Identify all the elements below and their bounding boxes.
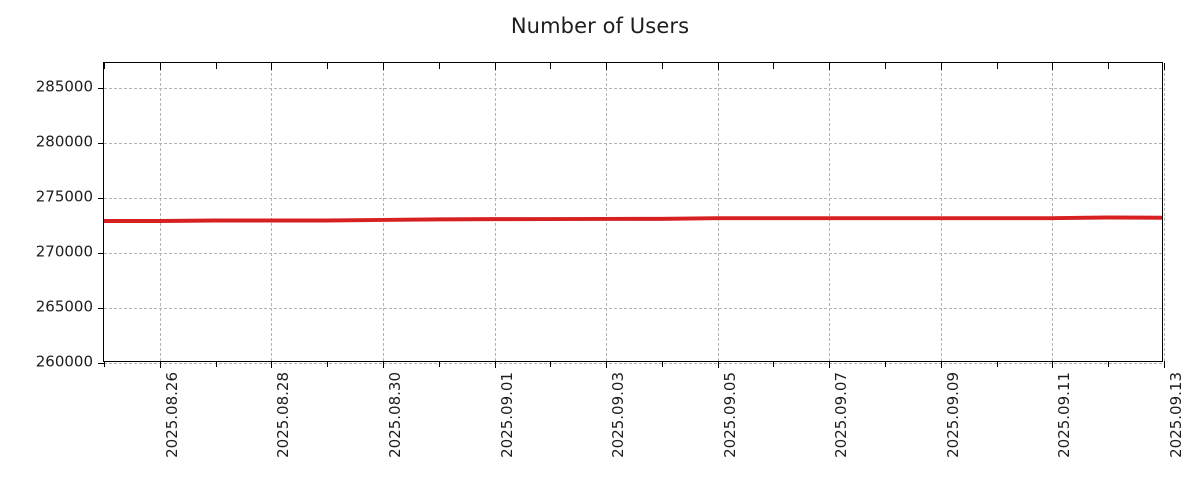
x-axis-tick-label: 2025.08.30 [385,372,404,458]
y-axis-tick [98,252,104,254]
x-axis-tick-major [717,361,719,368]
gridline-vertical [1164,63,1165,361]
x-axis-tick-minor [773,361,775,367]
gridline-vertical [606,63,608,361]
x-axis-tick-top [940,63,942,70]
gridline-vertical [717,63,719,361]
x-axis-tick-major [829,361,831,368]
y-axis-tick [98,142,104,144]
series-line-number-of-users [104,215,1163,224]
x-axis-tick-top [550,63,552,69]
x-axis-tick-major [1052,361,1054,368]
y-axis-tick-labels: 260000 265000 270000 275000 280000 285000 [0,62,1200,369]
x-axis-tick-top [159,63,161,70]
x-axis-tick-label: 2025.09.03 [609,372,628,458]
x-axis-tick-label: 2025.09.13 [1167,372,1185,458]
y-axis-tick [98,197,104,199]
x-axis-tick-top [104,63,105,69]
y-axis-tick-label: 265000 [35,297,93,316]
gridline-horizontal [104,142,1162,144]
x-axis-tick-top [1108,63,1110,69]
x-axis-tick-top [1164,63,1165,70]
x-axis-tick-label: 2025.08.26 [162,372,181,458]
plot-area [98,62,1165,368]
x-axis-tick-major [382,361,384,368]
x-axis-tick-top [1052,63,1054,70]
gridline-vertical [1052,63,1054,361]
gridline-vertical [940,63,942,361]
gridline-vertical [829,63,831,361]
gridline-horizontal [104,197,1162,199]
x-axis-tick-top [661,63,663,69]
gridline-vertical [494,63,496,361]
x-axis-tick-major [940,361,942,368]
x-axis-tick-label: 2025.09.07 [832,372,851,458]
gridline-horizontal [104,363,1162,364]
gridline-vertical [271,63,273,361]
x-axis-tick-top [382,63,384,70]
gridline-horizontal [104,252,1162,254]
x-axis-tick-top [271,63,273,70]
y-axis-tick-label: 260000 [35,352,93,371]
x-axis-tick-major [1164,361,1165,368]
y-axis-tick-label: 285000 [35,77,93,96]
gridline-vertical [159,63,161,361]
x-axis-tick-label: 2025.09.09 [943,372,962,458]
x-axis-tick-top [996,63,998,69]
x-axis-tick-major [271,361,273,368]
x-axis-tick-minor [104,361,105,367]
y-axis-tick [98,363,104,364]
x-axis-tick-top [829,63,831,70]
x-axis-tick-top [717,63,719,70]
x-axis-tick-major [159,361,161,368]
gridline-horizontal [104,307,1162,309]
y-axis-tick-label: 280000 [35,132,93,151]
x-axis-tick-minor [885,361,887,367]
x-axis-tick-top [606,63,608,70]
x-axis-tick-minor [1108,361,1110,367]
x-axis-tick-major [494,361,496,368]
x-axis-tick-top [327,63,329,69]
gridline-vertical [382,63,384,361]
x-axis-tick-top [215,63,217,69]
x-axis-tick-label: 2025.09.01 [497,372,516,458]
y-axis-tick-label: 270000 [35,242,93,261]
x-axis-tick-minor [215,361,217,367]
x-axis-tick-minor [438,361,440,367]
x-axis-tick-major [606,361,608,368]
y-axis-tick [98,87,104,89]
x-axis-tick-minor [996,361,998,367]
x-axis-tick-minor [550,361,552,367]
chart-title: Number of Users [510,14,690,38]
y-axis-tick [98,307,104,309]
x-axis-tick-minor [661,361,663,367]
gridline-horizontal [104,87,1162,89]
x-axis-tick-top [885,63,887,69]
x-axis-tick-top [773,63,775,69]
x-axis-tick-top [438,63,440,69]
x-axis-tick-labels: 2025.08.26 2025.08.28 2025.08.30 2025.09.01… [103,362,1185,500]
x-axis-tick-label: 2025.09.11 [1055,372,1074,458]
x-axis-tick-label: 2025.08.28 [274,372,293,458]
x-axis-tick-minor [327,361,329,367]
x-axis-tick-top [494,63,496,70]
y-axis-tick-label: 275000 [35,187,93,206]
x-axis-tick-label: 2025.09.05 [720,372,739,458]
